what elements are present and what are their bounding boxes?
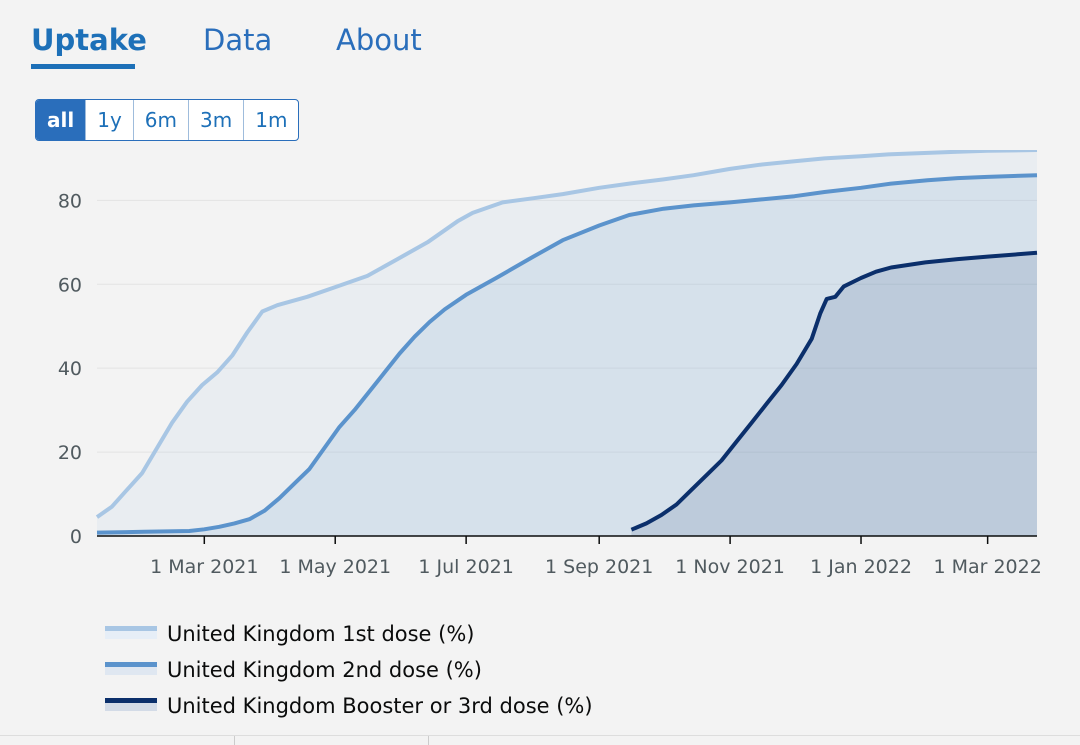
time-range-selector: all 1y 6m 3m 1m	[35, 99, 300, 141]
series-line-1	[95, 150, 1038, 519]
x-tick-label: 1 Mar 2022	[933, 556, 1041, 578]
legend-item-dose1: United Kingdom 1st dose (%)	[105, 620, 705, 656]
x-tick-label: 1 Sep 2021	[545, 556, 653, 578]
y-tick-label: 80	[58, 190, 82, 212]
x-tick-label: 1 Nov 2021	[675, 556, 785, 578]
legend-item-dose2: United Kingdom 2nd dose (%)	[105, 656, 705, 692]
bottom-divider	[0, 735, 1080, 745]
y-tick-label: 60	[58, 274, 82, 296]
y-tick-label: 0	[70, 526, 82, 548]
series-area-3	[631, 252, 1037, 537]
tab-about[interactable]: About	[336, 23, 422, 57]
legend-swatch-dose2	[105, 662, 157, 676]
range-6m-button[interactable]: 6m	[134, 100, 189, 140]
series-line-3	[630, 250, 1038, 532]
legend-swatch-dose1	[105, 626, 157, 640]
y-tick-label: 20	[58, 442, 82, 464]
range-1y-button[interactable]: 1y	[86, 100, 134, 140]
x-tick-label: 1 May 2021	[279, 556, 391, 578]
range-all-button[interactable]: all	[36, 100, 87, 140]
legend-label-dose1: United Kingdom 1st dose (%)	[167, 622, 475, 646]
series-area-2	[97, 175, 1037, 536]
tab-uptake[interactable]: Uptake	[31, 23, 147, 57]
x-tick-label: 1 Jul 2021	[418, 556, 513, 578]
legend-label-booster: United Kingdom Booster or 3rd dose (%)	[167, 694, 593, 718]
x-tick-label: 1 Mar 2021	[150, 556, 258, 578]
tab-data[interactable]: Data	[203, 23, 273, 57]
series-line-2	[96, 173, 1038, 535]
legend-item-booster: United Kingdom Booster or 3rd dose (%)	[105, 692, 705, 728]
y-tick-label: 40	[58, 358, 82, 380]
range-1m-button[interactable]: 1m	[255, 108, 288, 132]
chart-legend: United Kingdom 1st dose (%) United Kingd…	[105, 620, 705, 728]
active-tab-indicator	[31, 64, 135, 69]
legend-label-dose2: United Kingdom 2nd dose (%)	[167, 658, 482, 682]
range-3m-button[interactable]: 3m	[189, 100, 245, 140]
x-tick-label: 1 Jan 2022	[810, 556, 912, 578]
vaccine-uptake-chart: 0 20 40 60 80 1 Mar 2021 1 May 2021 1 Jul 2021 1…	[58, 150, 1042, 578]
legend-swatch-booster	[105, 698, 157, 712]
